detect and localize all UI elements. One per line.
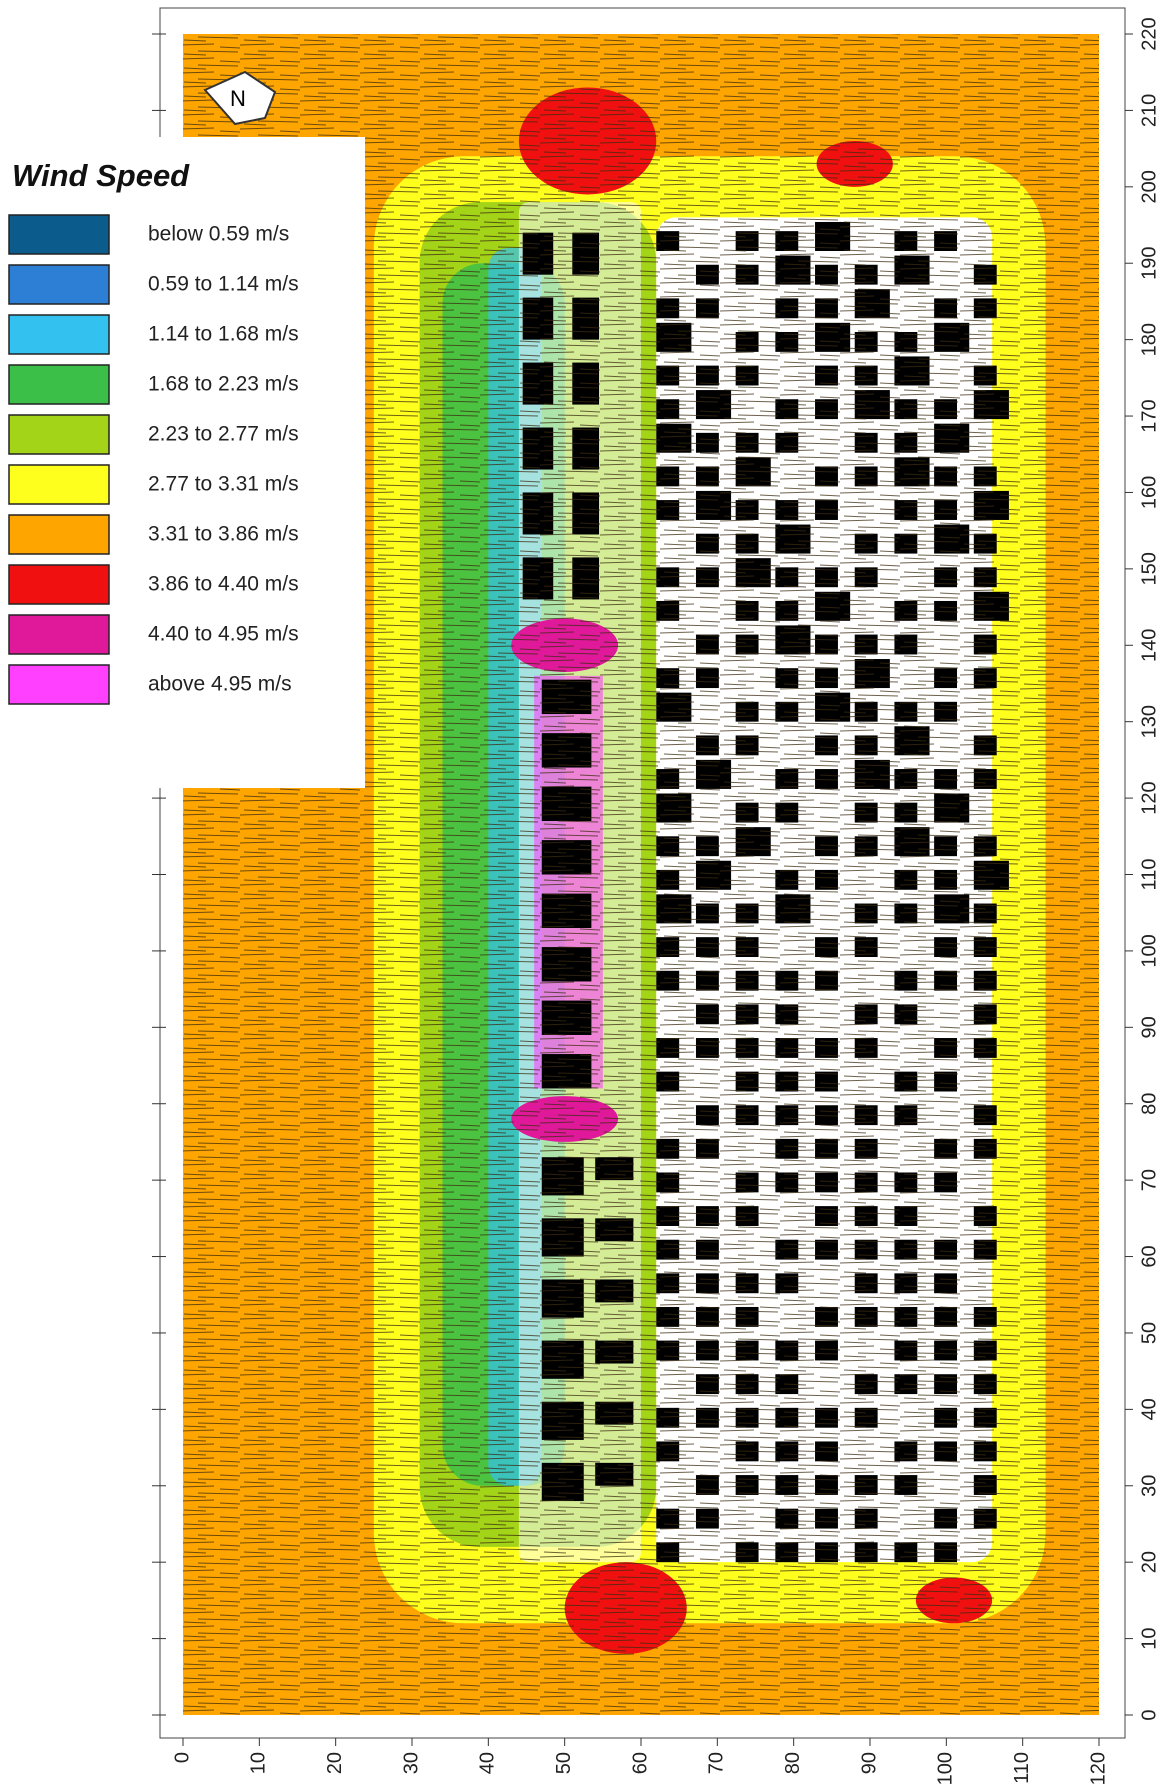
legend-swatch [8,314,110,355]
y-tick-label: 150 [1138,552,1160,585]
y-tick-label: 0 [1138,1709,1160,1720]
x-tick-label: 80 [782,1752,804,1774]
y-tick-label: 70 [1138,1169,1160,1191]
legend-label: 2.23 to 2.77 m/s [148,423,299,446]
legend-swatch [8,514,110,555]
y-tick-label: 80 [1138,1093,1160,1115]
x-tick-label: 120 [1087,1752,1109,1785]
legend-swatch [8,264,110,305]
legend-label: 4.40 to 4.95 m/s [148,623,299,646]
legend-label: below 0.59 m/s [148,223,289,246]
y-tick-label: 60 [1138,1245,1160,1267]
y-tick-label: 200 [1138,170,1160,203]
legend-swatch [8,564,110,605]
x-tick-label: 110 [1011,1752,1033,1784]
legend-swatch [8,364,110,405]
legend-swatch [8,414,110,455]
y-tick-label: 180 [1138,323,1160,356]
x-tick-label: 90 [858,1752,880,1774]
y-tick-label: 190 [1138,247,1160,280]
legend-label: 1.68 to 2.23 m/s [148,373,299,396]
y-tick-label: 30 [1138,1475,1160,1497]
y-tick-label: 40 [1138,1398,1160,1420]
north-label: N [230,86,246,111]
y-tick-label: 90 [1138,1016,1160,1038]
y-tick-label: 220 [1138,17,1160,50]
legend-label: 3.31 to 3.86 m/s [148,523,299,546]
legend-swatch [8,614,110,655]
y-tick-label: 170 [1138,399,1160,432]
legend-swatch [8,464,110,505]
legend-label: 3.86 to 4.40 m/s [148,573,299,596]
x-tick-label: 0 [171,1752,193,1763]
x-tick-label: 30 [400,1752,422,1774]
y-tick-label: 130 [1138,705,1160,738]
legend-swatch [8,664,110,705]
y-tick-label: 110 [1138,859,1160,891]
y-tick-label: 140 [1138,629,1160,662]
y-tick-label: 210 [1138,94,1160,127]
x-tick-label: 40 [477,1752,499,1774]
y-tick-label: 100 [1138,934,1160,967]
y-tick-label: 120 [1138,781,1160,814]
axes: 0102030405060708090100110120130140150160… [152,17,1160,1785]
y-tick-label: 160 [1138,476,1160,509]
legend-title: Wind Speed [12,158,190,193]
y-tick-label: 10 [1138,1627,1160,1649]
legend-label: 0.59 to 1.14 m/s [148,273,299,296]
x-tick-label: 70 [706,1752,728,1774]
y-tick-label: 20 [1138,1551,1160,1573]
x-tick-label: 20 [324,1752,346,1774]
legend-label: above 4.95 m/s [148,673,292,696]
x-tick-label: 100 [935,1752,957,1785]
legend-label: 1.14 to 1.68 m/s [148,323,299,346]
legend-swatch [8,214,110,255]
x-tick-label: 10 [248,1752,270,1774]
north-arrow: N [203,70,277,126]
legend: Wind Speed below 0.59 m/s 0.59 to 1.14 m/… [0,137,365,788]
y-tick-label: 50 [1138,1322,1160,1344]
legend-label: 2.77 to 3.31 m/s [148,473,299,496]
x-tick-label: 60 [629,1752,651,1774]
x-tick-label: 50 [553,1752,575,1774]
